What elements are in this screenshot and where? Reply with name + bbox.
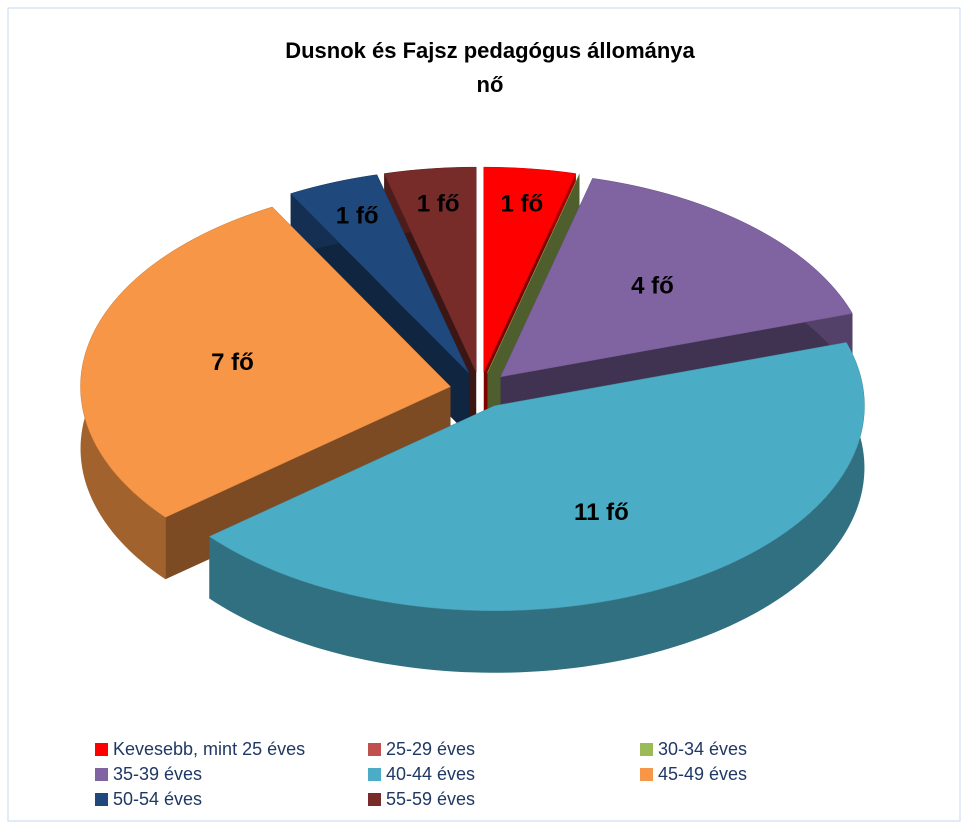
legend-label: 50-54 éves — [113, 789, 202, 809]
slice — [208, 342, 865, 612]
data-label: 7 fő — [211, 349, 254, 376]
data-label: 1 fő — [500, 191, 543, 218]
legend-label: 30-34 éves — [658, 739, 747, 759]
slice — [290, 174, 470, 374]
legend-swatch — [640, 743, 653, 756]
slice — [383, 166, 477, 373]
legend-label: 25-29 éves — [386, 739, 475, 759]
legend-label: 55-59 éves — [386, 789, 475, 809]
slice — [487, 173, 580, 373]
slice — [500, 178, 853, 378]
slice — [80, 206, 451, 518]
legend-swatch — [95, 768, 108, 781]
slice — [483, 166, 577, 373]
slice-side — [209, 342, 865, 673]
legend-label: 45-49 éves — [658, 764, 747, 784]
data-label: 4 fő — [631, 273, 674, 300]
legend-label: Kevesebb, mint 25 éves — [113, 739, 305, 759]
legend-swatch — [95, 793, 108, 806]
legend-swatch — [368, 743, 381, 756]
legend-swatch — [95, 743, 108, 756]
legend-swatch — [640, 768, 653, 781]
data-label: 1 fő — [336, 202, 379, 229]
data-label: 11 fő — [574, 499, 629, 526]
legend-swatch — [368, 768, 381, 781]
legend-swatch — [368, 793, 381, 806]
legend-label: 35-39 éves — [113, 764, 202, 784]
chart-subtitle: nő — [477, 72, 504, 97]
chart-title: Dusnok és Fajsz pedagógus állománya — [285, 38, 695, 63]
legend-label: 40-44 éves — [386, 764, 475, 784]
slice-side — [165, 206, 451, 580]
data-label: 1 fő — [417, 191, 460, 218]
